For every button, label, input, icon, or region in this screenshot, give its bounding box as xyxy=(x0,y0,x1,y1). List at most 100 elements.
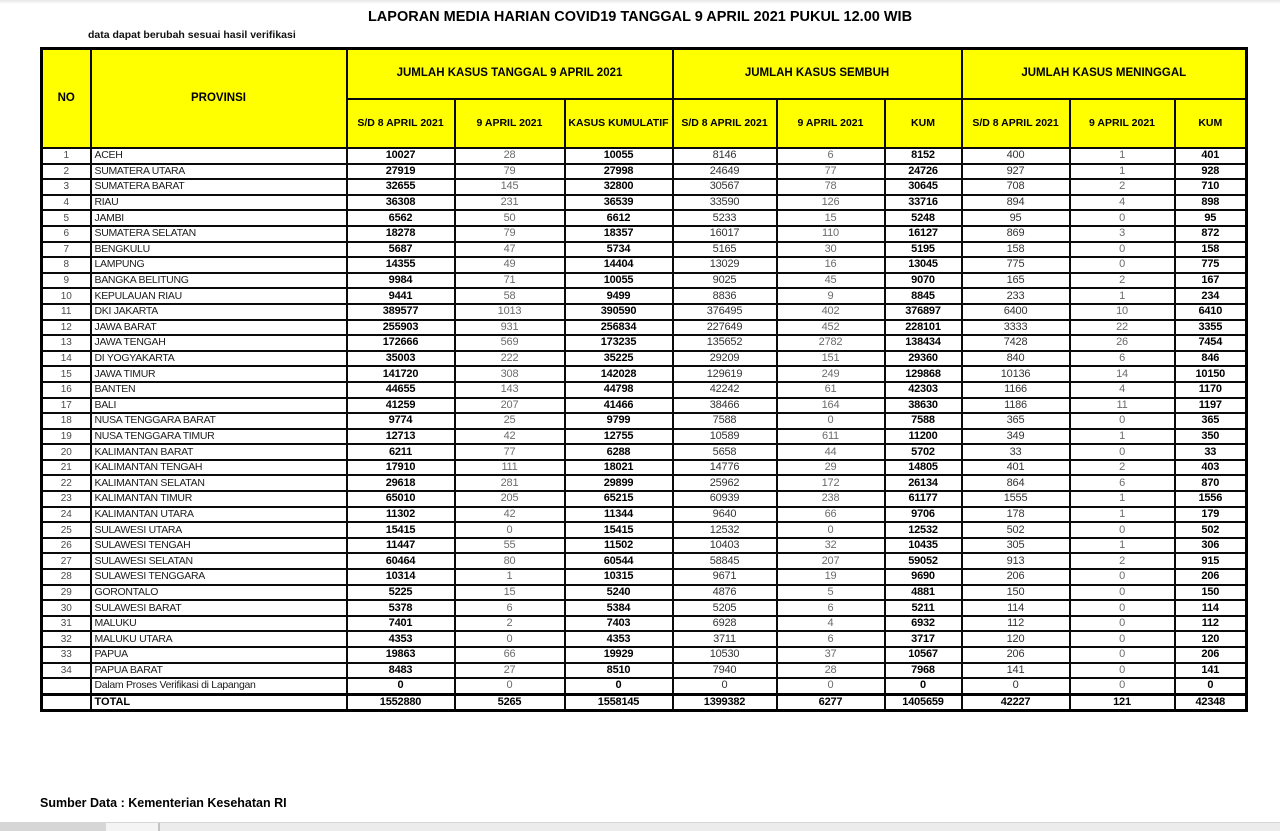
table-row: 16 BANTEN 44655 143 44798 42242 61 42303 1166 4 11… xyxy=(40,380,1248,399)
cell-value: 9984 xyxy=(345,271,456,290)
cell-value: 9671 xyxy=(671,568,778,586)
cell-value: 8152 xyxy=(883,147,963,165)
cell-value: 11 xyxy=(1068,396,1176,415)
cell-no xyxy=(40,692,92,712)
cell-value: 135652 xyxy=(671,334,778,352)
cell-value: 400 xyxy=(960,147,1071,165)
cell-value: 1166 xyxy=(960,380,1071,399)
cell-value: 11502 xyxy=(563,536,674,555)
cell-value: 26134 xyxy=(883,474,963,493)
cell-value: 0 xyxy=(1068,646,1176,664)
table-row: 9 BANGKA BELITUNG 9984 71 10055 9025 45 9070 165… xyxy=(40,271,1248,290)
header-meninggal-sd8: S/D 8 APRIL 2021 xyxy=(960,98,1071,149)
header-sembuh-9apr: 9 APRIL 2021 xyxy=(775,98,886,149)
cell-value: 846 xyxy=(1173,349,1248,368)
cell-value: 13045 xyxy=(883,256,963,274)
cell-value: 10403 xyxy=(671,536,778,555)
cell-value: 11344 xyxy=(563,505,674,524)
cell-value: 15415 xyxy=(563,521,674,539)
cell-value: 18357 xyxy=(563,224,674,243)
cell-value: 44798 xyxy=(563,380,674,399)
cell-value: 27998 xyxy=(563,162,674,181)
table-row: 8 LAMPUNG 14355 49 14404 13029 16 13045 775 0 775 xyxy=(40,256,1248,274)
cell-value: 33716 xyxy=(883,193,963,212)
cell-value: 38466 xyxy=(671,396,778,415)
cell-value: 0 xyxy=(1068,256,1176,274)
cell-no: 15 xyxy=(40,365,92,383)
cell-value: 10567 xyxy=(883,646,963,664)
cell-value: 12713 xyxy=(345,427,456,446)
cell-value: 0 xyxy=(1068,630,1176,648)
cell-value: 14404 xyxy=(563,256,674,274)
cell-provinsi: DI YOGYAKARTA xyxy=(89,349,348,368)
cell-no: 22 xyxy=(40,474,92,493)
cell-value: 6 xyxy=(775,147,886,165)
cell-provinsi: LAMPUNG xyxy=(89,256,348,274)
table-row: 5 JAMBI 6562 50 6612 5233 15 5248 95 0 95 xyxy=(40,209,1248,227)
cell-value: 1 xyxy=(1068,427,1176,446)
cell-value: 35003 xyxy=(345,349,456,368)
cell-value: 775 xyxy=(1173,256,1248,274)
cell-no: 25 xyxy=(40,521,92,539)
table-row: 33 PAPUA 19863 66 19929 10530 37 10567 206 0 206 xyxy=(40,646,1248,664)
cell-value: 12532 xyxy=(883,521,963,539)
cell-value: 7940 xyxy=(671,661,778,680)
cell-provinsi: JAMBI xyxy=(89,209,348,227)
cell-value: 10 xyxy=(1068,302,1176,321)
table-row: 31 MALUKU 7401 2 7403 6928 4 6932 112 0 112 xyxy=(40,614,1248,633)
cell-value: 0 xyxy=(1068,677,1176,696)
cell-value: 0 xyxy=(563,677,674,696)
cell-provinsi: KALIMANTAN TIMUR xyxy=(89,490,348,508)
cell-value: 7428 xyxy=(960,334,1071,352)
cell-no xyxy=(40,677,92,696)
cell-value: 33590 xyxy=(671,193,778,212)
cell-value: 9774 xyxy=(345,412,456,430)
cell-value: 120 xyxy=(960,630,1071,648)
scrollbar-thumb[interactable] xyxy=(0,823,106,831)
cell-value: 145 xyxy=(453,178,566,196)
cell-value: 1013 xyxy=(453,302,566,321)
cell-value: 6 xyxy=(775,599,886,617)
cell-value: 37 xyxy=(775,646,886,664)
cell-value: 10530 xyxy=(671,646,778,664)
cell-value: 61177 xyxy=(883,490,963,508)
cell-value: 5702 xyxy=(883,443,963,461)
cell-value: 29209 xyxy=(671,349,778,368)
cell-value: 4353 xyxy=(563,630,674,648)
cell-value: 0 xyxy=(453,521,566,539)
cell-no: 5 xyxy=(40,209,92,227)
cell-value: 19 xyxy=(775,568,886,586)
cell-provinsi: BALI xyxy=(89,396,348,415)
horizontal-scrollbar[interactable] xyxy=(0,822,1280,831)
cell-value: 10055 xyxy=(563,147,674,165)
cell-value: 0 xyxy=(453,630,566,648)
cell-value: 389577 xyxy=(345,302,456,321)
cell-value: 1556 xyxy=(1173,490,1248,508)
total-value: 1405659 xyxy=(883,692,963,712)
cell-value: 15 xyxy=(453,583,566,602)
cell-value: 206 xyxy=(960,646,1071,664)
cell-value: 14805 xyxy=(883,458,963,477)
cell-no: 21 xyxy=(40,458,92,477)
table-row: 19 NUSA TENGGARA TIMUR 12713 42 12755 10589 61… xyxy=(40,427,1248,446)
cell-value: 30567 xyxy=(671,178,778,196)
cell-value: 10027 xyxy=(345,147,456,165)
cell-value: 12755 xyxy=(563,427,674,446)
cell-value: 4 xyxy=(1068,193,1176,212)
cell-value: 42 xyxy=(453,505,566,524)
cell-value: 5248 xyxy=(883,209,963,227)
cell-value: 2 xyxy=(1068,178,1176,196)
cell-value: 141 xyxy=(1173,661,1248,680)
cell-value: 238 xyxy=(775,490,886,508)
cell-value: 349 xyxy=(960,427,1071,446)
cell-value: 0 xyxy=(960,677,1071,696)
cell-no: 8 xyxy=(40,256,92,274)
cell-provinsi: BANTEN xyxy=(89,380,348,399)
cell-value: 14 xyxy=(1068,365,1176,383)
cell-value: 401 xyxy=(960,458,1071,477)
total-value: 121 xyxy=(1068,692,1176,712)
covid-report-table: NO PROVINSI JUMLAH KASUS TANGGAL 9 APRIL… xyxy=(40,47,1249,713)
table-row: 32 MALUKU UTARA 4353 0 4353 3711 6 3717 120 0 120 xyxy=(40,630,1248,648)
header-group-meninggal: JUMLAH KASUS MENINGGAL xyxy=(960,47,1248,100)
cell-no: 26 xyxy=(40,536,92,555)
